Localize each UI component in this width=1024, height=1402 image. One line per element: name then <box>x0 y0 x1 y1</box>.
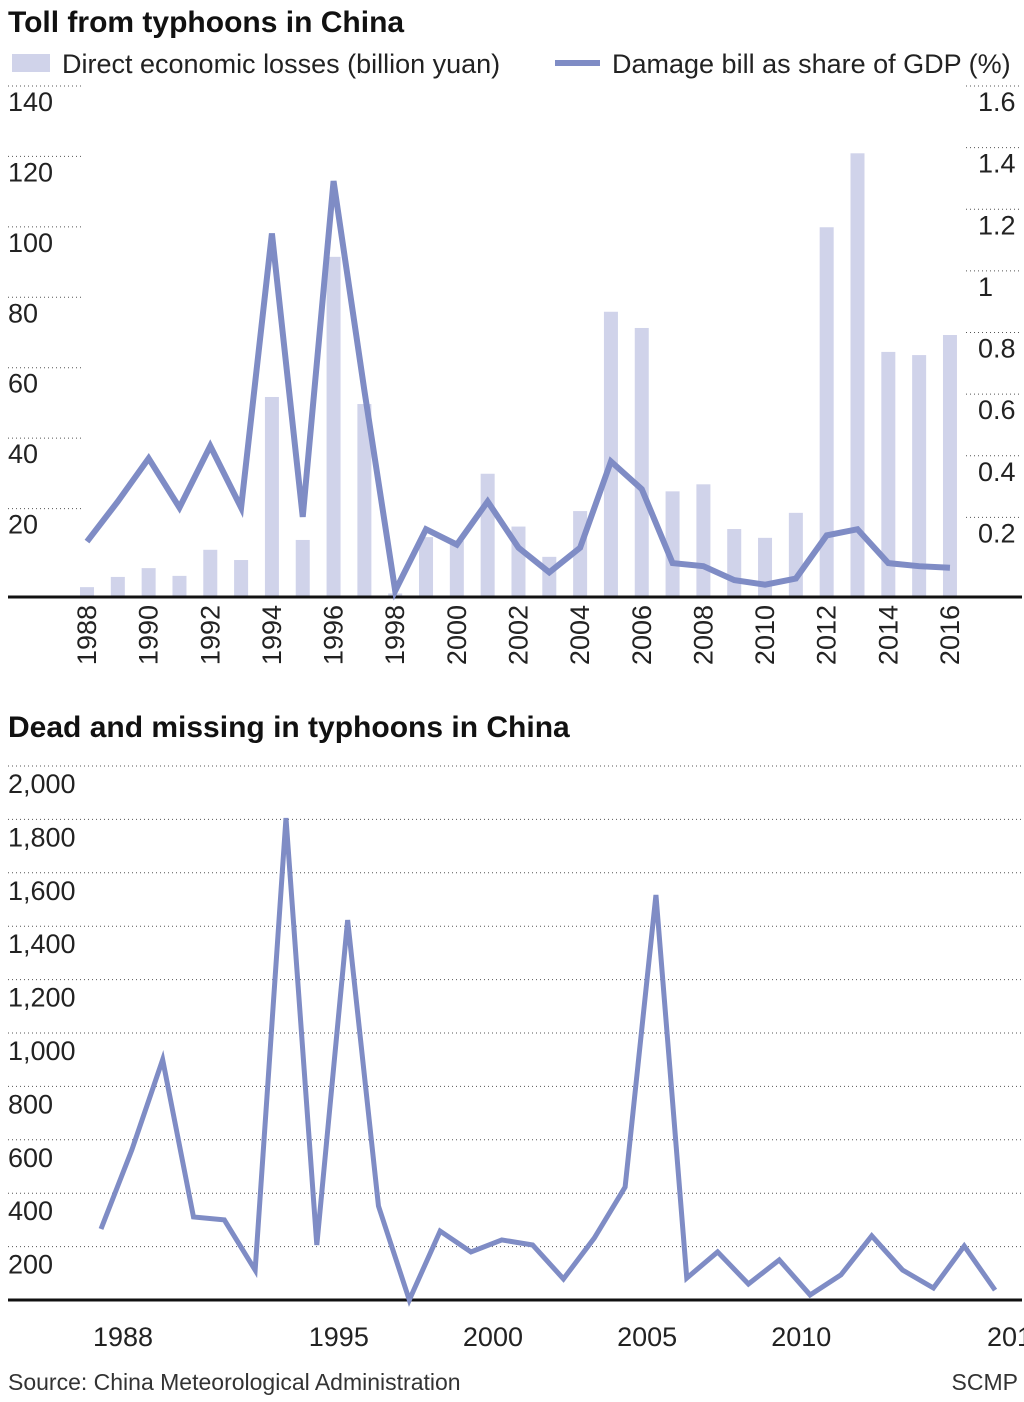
y-tick-label: 1,400 <box>8 929 76 959</box>
left-tick-label: 40 <box>8 439 38 469</box>
y-tick-label: 2,000 <box>8 769 76 799</box>
loss-bar <box>326 256 341 597</box>
source-note: Source: China Meteorological Administrat… <box>8 1369 461 1395</box>
y-tick-label: 1,000 <box>8 1036 76 1066</box>
loss-bar <box>665 491 680 597</box>
chart1-title: Toll from typhoons in China <box>8 6 404 39</box>
y-tick-label: 1,600 <box>8 876 76 906</box>
loss-bar <box>419 537 434 597</box>
y-tick-label: 800 <box>8 1089 53 1119</box>
x-tick-label: 2005 <box>617 1322 677 1352</box>
x-tick-label: 1988 <box>93 1322 153 1352</box>
loss-bar <box>80 587 94 597</box>
right-tick-label: 1 <box>978 272 993 302</box>
x-tick-label: 2004 <box>565 605 595 665</box>
y-tick-label: 1,200 <box>8 983 76 1013</box>
x-tick-label: 1988 <box>72 605 102 665</box>
x-tick-label: 2010 <box>750 605 780 665</box>
x-tick-label: 1994 <box>257 605 287 665</box>
x-tick-label: 1995 <box>309 1322 369 1352</box>
y-tick-label: 1,800 <box>8 822 76 852</box>
left-tick-label: 100 <box>8 228 53 258</box>
credit: SCMP <box>952 1369 1018 1395</box>
legend-bar-label: Direct economic losses (billion yuan) <box>62 49 500 79</box>
left-tick-label: 20 <box>8 510 38 540</box>
x-tick-label: 1996 <box>319 605 349 665</box>
loss-bar <box>172 575 187 597</box>
x-tick-label: 1990 <box>134 605 164 665</box>
right-tick-label: 1.4 <box>978 149 1016 179</box>
legend-bar-swatch <box>12 54 50 72</box>
gdp-share-line <box>84 180 951 601</box>
y-tick-label: 600 <box>8 1143 53 1173</box>
x-tick-label: 2006 <box>627 605 657 665</box>
chart2-plot: 200 400 600 800 1,000 1,200 1,400 1,600 1,800 2,0… <box>8 765 1024 1352</box>
loss-bar <box>110 576 125 597</box>
left-tick-label: 140 <box>8 87 53 117</box>
loss-bar <box>758 537 773 597</box>
loss-bar <box>480 473 495 597</box>
left-tick-label: 80 <box>8 298 38 328</box>
right-tick-label: 0.8 <box>978 334 1016 364</box>
loss-bar <box>850 153 865 598</box>
dead-missing-line <box>98 817 998 1307</box>
loss-bar <box>696 484 711 597</box>
loss-bar <box>264 396 279 597</box>
loss-bar <box>788 512 803 597</box>
loss-bar <box>819 227 834 597</box>
loss-bar <box>727 529 742 597</box>
x-tick-label: 2016 <box>935 605 965 665</box>
legend-line-label: Damage bill as share of GDP (%) <box>612 49 1011 79</box>
x-tick-label: 2008 <box>688 605 718 665</box>
loss-bar <box>295 539 310 597</box>
right-tick-label: 1.2 <box>978 210 1016 240</box>
y-tick-label: 400 <box>8 1196 53 1226</box>
left-tick-label: 120 <box>8 157 53 187</box>
loss-bar <box>912 355 927 597</box>
x-tick-label: 2012 <box>812 605 842 665</box>
right-tick-label: 0.2 <box>978 518 1016 548</box>
loss-bar <box>603 311 618 597</box>
loss-bar <box>881 351 896 597</box>
x-tick-label: 2017 <box>987 1322 1024 1352</box>
right-tick-label: 0.4 <box>978 457 1016 487</box>
y-tick-label: 200 <box>8 1250 53 1280</box>
loss-bar <box>357 404 372 597</box>
x-tick-label: 2014 <box>873 605 903 665</box>
loss-bar <box>634 327 649 597</box>
loss-bar <box>449 540 464 597</box>
right-tick-label: 0.6 <box>978 395 1016 425</box>
loss-bar <box>141 568 156 597</box>
x-tick-label: 1998 <box>380 605 410 665</box>
x-tick-label: 2010 <box>771 1322 831 1352</box>
loss-bar <box>942 335 957 597</box>
left-tick-label: 60 <box>8 369 38 399</box>
loss-bar <box>203 549 218 597</box>
chart2-title: Dead and missing in typhoons in China <box>8 711 570 744</box>
x-tick-label: 2000 <box>442 605 472 665</box>
loss-bar <box>234 560 249 597</box>
right-tick-label: 1.6 <box>978 87 1016 117</box>
loss-bar <box>542 556 557 597</box>
x-tick-label: 1992 <box>195 605 225 665</box>
chart1-plot: 20 40 60 80 100 120 140 0.2 0.4 0.6 0.8 1 1.2 1.4 1.6 1… <box>8 85 1022 665</box>
x-tick-label: 2002 <box>503 605 533 665</box>
x-tick-label: 2000 <box>463 1322 523 1352</box>
